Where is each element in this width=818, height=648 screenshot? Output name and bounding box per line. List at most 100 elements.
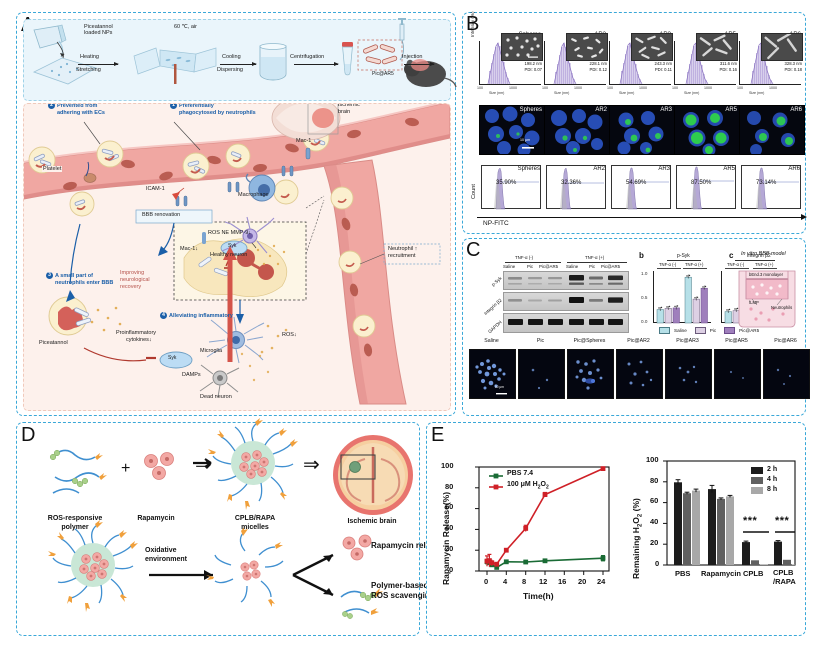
micro-label-4: Pic@AR3 (676, 338, 699, 344)
dls-tem-inset-2 (631, 33, 673, 61)
arrow-injection (404, 61, 435, 66)
cell-image-ar2: AR2 (544, 105, 610, 155)
release-xtick-0: 0 (484, 577, 489, 586)
dls-pdi-0: PDI: 0.07 (524, 67, 542, 72)
synthesis-graphic (32, 18, 457, 88)
micro-image-ar6 (763, 349, 810, 399)
bc-group-0-1: TNF-α (+) (685, 262, 704, 267)
label-healthy-neuron-text: Healthy neuron (210, 252, 248, 258)
dls-xtick-4b: 1000 (769, 86, 777, 90)
label-temperature: 60 ℃, air (174, 24, 197, 30)
label-rapamycin-release: Rapamycin release (371, 541, 444, 550)
flow-xlabel: NP-FITC (483, 220, 509, 227)
dls-cell-ar2: AR2 (542, 32, 608, 95)
label-ros-ne-mmp9: ROS NE MMP-9↓ (208, 230, 252, 236)
label-step2: 2 Prevented from adhering with ECs (48, 104, 105, 116)
label-oxidative-env: Oxidative environment (145, 547, 188, 563)
flow-ylabel: Count (471, 184, 477, 199)
bc-group-0-0: TNF-α (-) (659, 262, 677, 267)
release-xtick-20: 20 (578, 577, 587, 586)
h2o2-ytick-20: 20 (650, 538, 659, 547)
flow-plot-3 (676, 165, 736, 210)
micro-label-3: Pic@AR2 (627, 338, 650, 344)
dls-cell-ar6: AR6 328.3 nm PDI: 0.18 100 (737, 32, 803, 95)
micro-image-ar3 (665, 349, 712, 399)
label-polymer-ros: Polymer-based ROS scavenging (371, 581, 435, 600)
dls-pdi-3: PDI: 0.16 (719, 67, 737, 72)
label-neutrophil-recruitment: Neutrophil ↑ recruitment (388, 246, 418, 259)
bc-title-1: Integrin β2 (747, 253, 771, 259)
panel-d: D + (16, 418, 444, 636)
blot-lane-0: Saline (503, 264, 516, 269)
release-legend-0: PBS 7.4 (507, 470, 534, 477)
panel-c: C TNF-α (-) TNF-α (+) Saline Pic Pic@AR5… (462, 238, 810, 416)
dls-size-2: 243.3 nm (654, 61, 672, 66)
h2o2-cat-2: CPLB (743, 569, 764, 578)
flow-tag-2: AR3 (658, 166, 670, 172)
arrow-cooling (220, 61, 257, 66)
flow-plot-0 (481, 165, 541, 210)
flow-tag-1: AR2 (593, 166, 605, 172)
release-ytick-40: 40 (445, 523, 454, 532)
panel-d-label: D (21, 424, 36, 446)
label-mac1: Mac-1 (296, 138, 312, 144)
h2o2-cat-1: Rapamycin (701, 569, 742, 578)
sig-marker-cplbrapa: *** (775, 515, 790, 527)
dls-cell-ar3: AR3 243 (607, 32, 673, 95)
dls-xlabel-2: Size (nm) (619, 91, 635, 95)
micro-label-1: Pic (536, 338, 545, 344)
blot-lane-5: Pic@AR5 (601, 264, 621, 269)
dls-plot-3 (674, 41, 736, 85)
blot-group-rule-0 (505, 262, 561, 263)
bc-group-1-1: TNF-α (+) (755, 262, 774, 267)
dls-ylabel: Intensity (%) (470, 11, 475, 37)
h2o2-ytick-40: 40 (650, 517, 659, 526)
flow-tag-3: AR5 (723, 166, 735, 172)
h2o2-plot (663, 460, 796, 566)
cell-tag-3: AR5 (725, 107, 737, 113)
panel-e-label: E (431, 424, 445, 446)
cell-tag-0: Spheres (519, 107, 542, 113)
label-improving-recovery: Improving neurological recovery (120, 270, 150, 290)
h2o2-cat-3: CPLB/RAPA (773, 568, 796, 586)
release-xtick-16: 16 (558, 577, 567, 586)
label-bbb-renovation: BBB renovation (142, 212, 181, 218)
label-piceatannol-nps: Piceatannol loaded NPs (84, 24, 113, 37)
cell-image-ar6: AR6 (739, 105, 805, 155)
release-ytick-60: 60 (445, 502, 454, 511)
panel-e: E Rapamycin Release(%) (426, 422, 806, 636)
dls-size-1: 228.1 nm (589, 61, 607, 66)
dls-xtick-2a: 100 (607, 86, 613, 90)
svg-text:⇒: ⇒ (195, 454, 212, 476)
dls-xtick-2b: 1000 (639, 86, 647, 90)
label-step4: 4 Alleviating inflammatory (160, 312, 233, 319)
legend-swatch-pic (694, 327, 706, 334)
micro-image-spheres (567, 349, 614, 399)
dls-tem-inset-4 (761, 33, 803, 61)
dls-cell-ar5: AR5 311.6 nm PDI: 0.16 (672, 32, 738, 95)
dls-xlabel-0: Size (nm) (489, 91, 505, 95)
dls-plot-0 (479, 41, 541, 85)
flow-cell-spheres: Spheres 35.90% (479, 165, 543, 217)
dls-xlabel-3: Size (nm) (684, 91, 700, 95)
release-xlabel: Time(h) (523, 591, 554, 601)
blot-lane-3: Saline (566, 264, 579, 269)
dls-size-3: 311.6 nm (719, 61, 737, 66)
release-ytick-100: 100 (441, 461, 454, 470)
label-dead-neuron: Dead neuron (200, 394, 232, 400)
flow-plot-2 (611, 165, 671, 210)
bc-legend: Saline Pic Pic@AR5 (659, 327, 759, 334)
h2o2-chart: Remaining H2O2 (%) (631, 453, 801, 613)
subpanel-c-label: c (729, 251, 734, 260)
dls-plot-4 (739, 41, 801, 85)
svg-text:+: + (121, 460, 130, 477)
cell-image-spheres: Spheres 10 μm (479, 105, 545, 155)
dls-xtick-0b: 1000 (509, 86, 517, 90)
flow-pct-4: 73.14% (756, 180, 777, 186)
step-4-badge: 4 (160, 312, 167, 319)
panel-a: A (16, 12, 457, 416)
label-injection: Injection (402, 54, 423, 60)
h2o2-legend-2: 8 h (767, 486, 778, 493)
label-syk-inset: Syk (228, 243, 237, 249)
micro-label-0: Saline (484, 338, 499, 344)
